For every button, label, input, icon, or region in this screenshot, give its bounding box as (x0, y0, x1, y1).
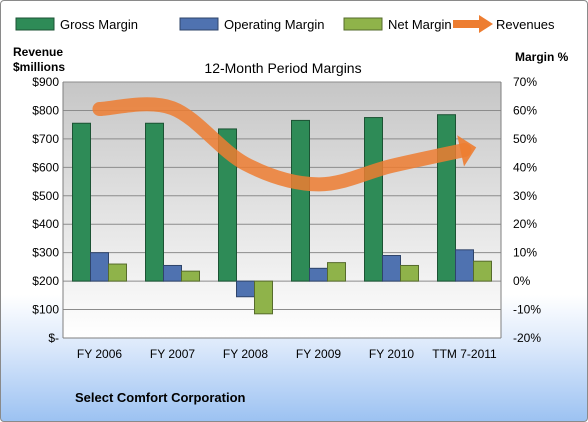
left-tick-label: $300 (32, 246, 59, 260)
category-label: TTM 7-2011 (432, 347, 497, 361)
operating-margin-bar (90, 252, 109, 282)
right-tick-label: -10% (513, 303, 541, 317)
category-label: FY 2008 (223, 347, 268, 361)
legend-swatch-net-margin (343, 17, 383, 31)
gross-margin-bar (145, 122, 164, 282)
operating-margin-bar (382, 255, 401, 282)
legend-swatch-gross-margin (15, 17, 55, 31)
operating-margin-bar (236, 280, 255, 298)
legend-arrow-revenues (479, 15, 493, 33)
revenues-point (245, 163, 247, 165)
left-axis-title-line2: $millions (13, 60, 65, 74)
plot-area (63, 82, 501, 338)
revenues-point (391, 165, 393, 167)
gross-margin-bar (364, 117, 383, 282)
right-tick-label: 20% (513, 217, 537, 231)
category-label: FY 2006 (77, 347, 122, 361)
left-tick-label: $500 (32, 189, 59, 203)
revenue-line-layer (92, 97, 477, 192)
legend-label: Net Margin (388, 17, 452, 32)
operating-margin-bar (163, 264, 182, 282)
legend-swatch-operating-margin (179, 17, 219, 31)
legend: Gross Margin Operating Margin Net Margin Re… (15, 15, 555, 33)
right-tick-label: 0% (513, 274, 531, 288)
revenues-arrowhead (457, 135, 477, 167)
left-tick-label: $200 (32, 274, 59, 288)
left-tick-label: $600 (32, 160, 59, 174)
right-axis-title: Margin % (515, 50, 569, 64)
left-axis-title-line1: Revenue (13, 45, 63, 59)
net-margin-bar (108, 263, 127, 282)
legend-label: Gross Margin (60, 17, 138, 32)
right-tick-label: 50% (513, 132, 537, 146)
gross-margin-bar (218, 128, 237, 282)
right-tick-label: 30% (513, 189, 537, 203)
net-margin-bar (473, 260, 492, 282)
net-margin-bar (327, 262, 346, 282)
net-margin-bar (400, 264, 419, 282)
right-tick-label: 40% (513, 160, 537, 174)
gross-margin-bar (72, 122, 91, 282)
revenues-point (464, 149, 466, 151)
revenues-point (172, 107, 174, 109)
bars-layer (72, 114, 492, 315)
left-tick-label: $800 (32, 103, 59, 117)
left-tick-label: $400 (32, 217, 59, 231)
revenues-line (92, 97, 472, 192)
footer-company: Select Comfort Corporation (75, 390, 246, 405)
right-tick-label: 10% (513, 246, 537, 260)
left-tick-label: $- (48, 331, 59, 345)
legend-label: Revenues (496, 17, 555, 32)
revenues-point (318, 183, 320, 185)
operating-margin-bar (309, 267, 328, 282)
left-tick-label: $900 (32, 75, 59, 89)
category-label: FY 2007 (150, 347, 195, 361)
category-label: FY 2010 (369, 347, 414, 361)
chart-title: 12-Month Period Margins (204, 60, 361, 76)
gross-margin-bar (291, 119, 310, 282)
left-tick-label: $700 (32, 132, 59, 146)
gridlines (63, 81, 501, 339)
gross-margin-bar (437, 114, 456, 282)
axes-layer: $- $100 $200 $300 $400 $500 $600 $700 $800 $900 -2… (32, 75, 541, 361)
revenues-point (99, 108, 101, 110)
operating-margin-bar (455, 249, 474, 282)
net-margin-bar (181, 270, 200, 282)
left-tick-label: $100 (32, 303, 59, 317)
category-label: FY 2009 (296, 347, 341, 361)
legend-label: Operating Margin (224, 17, 324, 32)
right-tick-label: -20% (513, 331, 541, 345)
right-tick-label: 60% (513, 103, 537, 117)
right-tick-label: 70% (513, 75, 537, 89)
net-margin-bar (254, 280, 273, 315)
